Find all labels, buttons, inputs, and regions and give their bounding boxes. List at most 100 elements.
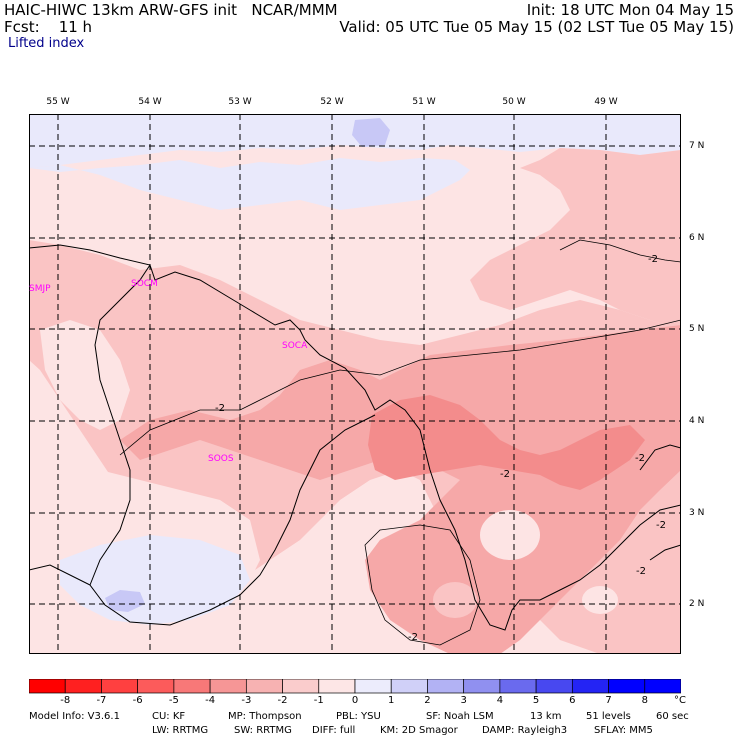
colorbar-tick-label: -1 <box>313 695 324 706</box>
contour-label: -2 <box>648 254 658 265</box>
lat-label: 6 N <box>689 233 705 243</box>
station-label: SMJP <box>29 284 51 294</box>
mp-scheme: MP: Thompson <box>228 711 302 722</box>
colorbar-tick-label: 6 <box>569 695 576 706</box>
sf-scheme: SF: Noah LSM <box>426 711 494 722</box>
diff-scheme: DIFF: full <box>312 725 356 736</box>
colorbar-tick-label: -5 <box>168 695 179 706</box>
lw-scheme: LW: RRTMG <box>152 725 209 736</box>
field-lavender-north-2 <box>29 158 470 210</box>
lat-label: 7 N <box>689 141 705 151</box>
resolution: 13 km <box>530 711 562 722</box>
colorbar <box>29 679 681 694</box>
coastline <box>29 244 681 631</box>
contour-minus2 <box>364 524 481 646</box>
contour-label: -2 <box>656 520 666 531</box>
colorbar-tick-label: 8 <box>641 695 648 706</box>
colorbar-tick-label: -7 <box>96 695 107 706</box>
sflay-scheme: SFLAY: MM5 <box>594 725 653 736</box>
colorbar-tick-label: 0 <box>351 695 359 706</box>
colorbar-tick-label: -3 <box>241 695 252 706</box>
colorbar-swatch <box>427 679 465 694</box>
field-pink-ne <box>470 148 681 330</box>
colorbar-swatch <box>463 679 501 694</box>
colorbar-swatch <box>245 679 283 694</box>
colorbar-unit: °C <box>674 695 686 706</box>
colorbar-swatch <box>29 679 66 694</box>
sw-scheme: SW: RRTMG <box>234 725 292 736</box>
colorbar-swatch <box>390 679 428 694</box>
colorbar-tick-label: -2 <box>277 695 288 706</box>
contour-minus2 <box>559 239 681 263</box>
field-red-deep-core <box>368 395 645 490</box>
colorbar-tick-label: 4 <box>496 695 504 706</box>
colorbar-swatch <box>64 679 102 694</box>
colorbar-swatch <box>644 679 681 694</box>
lon-label: 55 W <box>46 97 70 107</box>
graticule <box>29 114 681 654</box>
contour-label: -2 <box>408 632 418 643</box>
lon-label: 54 W <box>138 97 162 107</box>
colorbar-tick-label: 2 <box>424 695 431 706</box>
field-pale-spot <box>480 510 540 560</box>
lat-label: 5 N <box>689 324 705 334</box>
lat-label: 2 N <box>689 599 705 609</box>
field-lavender-top-core <box>352 118 390 147</box>
colorbar-swatch <box>608 679 646 694</box>
model-info: Model Info: V3.6.1 <box>29 711 120 722</box>
border-suriname-fg <box>89 264 376 626</box>
lon-label: 49 W <box>594 97 618 107</box>
contour-label: -2 <box>635 453 645 464</box>
field-lavender-sw-core <box>105 590 145 612</box>
lon-label: 51 W <box>412 97 436 107</box>
contour-label: -2 <box>636 566 646 577</box>
border-west <box>29 564 91 586</box>
colorbar-swatch <box>101 679 139 694</box>
river-ne-2 <box>649 544 681 561</box>
field-label: Lifted index <box>8 36 85 51</box>
lat-label: 3 N <box>689 508 705 518</box>
lat-label: 4 N <box>689 416 705 426</box>
forecast-hour: Fcst: 11 h <box>4 18 93 36</box>
field-pale-spot <box>582 586 618 614</box>
damp-scheme: DAMP: Rayleigh3 <box>482 725 568 736</box>
colorbar-tick-label: -6 <box>132 695 143 706</box>
init-time: Init: 18 UTC Mon 04 May 15 <box>526 1 734 19</box>
colorbar-swatch <box>137 679 175 694</box>
colorbar-tick-label: 3 <box>460 695 467 706</box>
colorbar-swatch <box>535 679 573 694</box>
colorbar-swatch <box>354 679 392 694</box>
contour-label: -2 <box>500 469 510 480</box>
levels: 51 levels <box>586 711 631 722</box>
lifted-index-map <box>29 114 681 654</box>
km-scheme: KM: 2D Smagor <box>380 725 458 736</box>
map-frame <box>29 114 681 654</box>
lon-label: 53 W <box>228 97 252 107</box>
lon-label: 50 W <box>502 97 526 107</box>
colorbar-swatch <box>499 679 537 694</box>
contour-label: -2 <box>215 403 225 414</box>
colorbar-swatch <box>173 679 211 694</box>
station-label: SOOS <box>208 454 234 464</box>
pbl-scheme: PBL: YSU <box>336 711 381 722</box>
timestep: 60 sec <box>656 711 689 722</box>
river-ne <box>639 444 681 471</box>
colorbar-tick-label: 5 <box>532 695 540 706</box>
station-label: SOCM <box>131 279 158 289</box>
colorbar-tick-label: -8 <box>60 695 71 706</box>
field-pale-spot <box>433 582 477 618</box>
contour-minus2 <box>119 319 681 456</box>
colorbar-tick-label: -4 <box>205 695 216 706</box>
colorbar-swatch <box>571 679 609 694</box>
lon-label: 52 W <box>320 97 344 107</box>
run-title: HAIC-HIWC 13km ARW-GFS init NCAR/MMM <box>4 1 338 19</box>
colorbar-tick-label: 1 <box>388 695 395 706</box>
cu-scheme: CU: KF <box>152 711 186 722</box>
colorbar-swatch <box>209 679 247 694</box>
station-label: SOCA <box>282 341 308 351</box>
field-red-mid-band <box>120 325 681 654</box>
colorbar-swatch <box>318 679 356 694</box>
colorbar-tick-label: 7 <box>605 695 612 706</box>
field-lavender-north <box>29 114 681 168</box>
valid-time: Valid: 05 UTC Tue 05 May 15 (02 LST Tue … <box>339 18 734 36</box>
